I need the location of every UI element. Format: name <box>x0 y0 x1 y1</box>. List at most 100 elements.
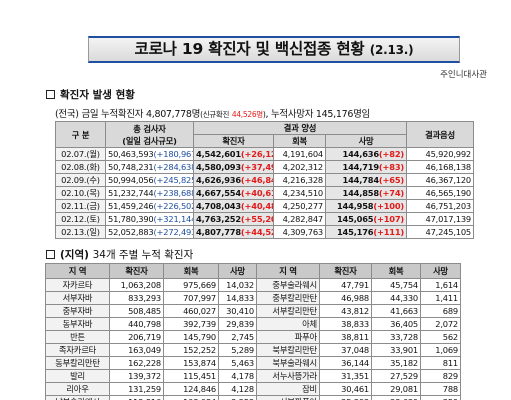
region-deaths: 30,410 <box>218 304 257 318</box>
trend-confirmed-total: 4,580,093 <box>196 162 241 172</box>
regional-row: 서부자바 833,293 707,997 14,833 중부칼리만탄 46,988 44,3… <box>45 291 461 305</box>
trend-date: 02.10.(목) <box>55 186 106 200</box>
region-name: 잠비 <box>256 382 320 396</box>
regional-row: 발리 139,372 115,451 4,178 서누사뜽가라 31,351 27,529 8… <box>45 369 461 383</box>
section-confirmed-heading: 확진자 발생 현황 <box>46 87 135 102</box>
region-name: 동부칼리만탄 <box>45 356 110 370</box>
region-deaths: 359 <box>420 395 461 400</box>
trend-deaths-total: 144,958 <box>336 201 374 211</box>
trend-deaths: 145,176(+111) <box>324 225 408 239</box>
regional-col-header: 회복 <box>163 263 219 279</box>
trend-tests: 50,748,231(+284,638) <box>105 160 194 174</box>
regional-col-header: 사망 <box>420 263 461 279</box>
trend-row: 02.07.(월)50,463,593(+180,967)4,542,601(+… <box>55 147 475 161</box>
summary-deaths: 145,176명 <box>315 109 362 120</box>
trend-recovered: 4,191,604 <box>273 147 326 161</box>
region-confirmed: 46,988 <box>319 291 372 305</box>
trend-confirmed-new: (+40,618) <box>240 188 273 198</box>
trend-date: 02.13.(일) <box>55 225 106 239</box>
trend-date: 02.12.(토) <box>55 212 106 226</box>
region-name: 파푸아 <box>256 330 320 344</box>
regional-row: 동부칼리만탄 162,228 153,874 5,463 북부술라웨시 36,144 35,… <box>45 356 461 370</box>
section-confirmed-label: 확진자 발생 현황 <box>60 89 135 101</box>
region-recovered: 41,663 <box>371 304 421 318</box>
trend-tests-total: 51,780,390 <box>108 214 154 224</box>
trend-tests: 51,459,246(+226,502) <box>105 199 194 213</box>
trend-deaths: 144,784(+65) <box>324 173 408 187</box>
trend-negative: 46,367,120 <box>406 173 475 187</box>
trend-confirmed-new: (+40,489) <box>240 201 273 211</box>
region-deaths: 829 <box>420 369 461 383</box>
trend-deaths-new: (+82) <box>378 149 405 159</box>
region-name: 리아우 <box>45 382 110 396</box>
region-name: 중부자바 <box>45 304 110 318</box>
summary-total: 4,807,778명 <box>145 109 201 120</box>
region-recovered: 145,790 <box>163 330 219 344</box>
region-recovered: 392,739 <box>163 317 219 331</box>
summary-new-close: ) <box>262 110 266 119</box>
region-recovered: 27,529 <box>371 369 421 383</box>
region-deaths: 5,289 <box>218 343 257 357</box>
region-recovered: 108,084 <box>163 395 219 400</box>
col-tests-label: 총 검사자 <box>133 123 166 134</box>
trend-confirmed-total: 4,626,936 <box>196 175 241 185</box>
regional-row: 동부자바 440,798 392,739 29,839 아체 38,833 36,405 2,… <box>45 317 461 331</box>
trend-row: 02.10.(목)51,232,744(+238,688)4,667,554(+… <box>55 186 475 200</box>
trend-confirmed: 4,580,093(+37,492) <box>193 160 274 174</box>
regional-table: 지 역 확진자 회복 사망 지 역 확진자 회복 사망 자카르타 1,063,208 975,66… <box>45 263 461 400</box>
trend-date: 02.11.(금) <box>55 199 106 213</box>
region-recovered: 33,901 <box>371 343 421 357</box>
col-deaths: 사망 <box>324 134 408 148</box>
trend-tests-total: 51,232,744 <box>108 188 154 198</box>
region-recovered: 153,874 <box>163 356 219 370</box>
region-deaths: 811 <box>420 356 461 370</box>
trend-tests-total: 50,748,231 <box>108 162 154 172</box>
region-deaths: 1,614 <box>420 278 461 292</box>
regional-col-header: 확진자 <box>319 263 372 279</box>
trend-deaths: 144,958(+100) <box>324 199 408 213</box>
region-name: 발리 <box>45 369 110 383</box>
region-deaths: 2,072 <box>420 317 461 331</box>
region-confirmed: 163,049 <box>109 343 164 357</box>
trend-tests-new: (+321,144) <box>153 214 193 224</box>
region-confirmed: 131,259 <box>109 382 164 396</box>
trend-negative: 46,168,138 <box>406 160 475 174</box>
checkbox-square-icon <box>46 90 55 99</box>
trend-deaths-total: 145,176 <box>336 227 374 237</box>
trend-deaths-total: 144,719 <box>342 162 380 172</box>
region-confirmed: 206,719 <box>109 330 164 344</box>
summary-new-open: (신규확진 <box>200 110 230 119</box>
region-recovered: 33,728 <box>371 330 421 344</box>
region-deaths: 5,463 <box>218 356 257 370</box>
trend-tests-new: (+272,493) <box>153 227 193 237</box>
summary-prefix: (전국) <box>55 109 79 120</box>
trend-confirmed: 4,763,252(+55,209) <box>193 212 274 226</box>
regional-row: 리아우 131,259 124,846 4,128 잠비 30,461 29,081 788 <box>45 382 461 396</box>
region-confirmed: 37,048 <box>319 343 372 357</box>
region-recovered: 115,451 <box>163 369 219 383</box>
trend-confirmed-new: (+44,526) <box>240 227 273 237</box>
region-confirmed: 43,812 <box>319 304 372 318</box>
col-results-group: 결과 양성 <box>192 121 408 135</box>
trend-tests: 51,780,390(+321,144) <box>105 212 194 226</box>
region-deaths: 562 <box>420 330 461 344</box>
region-confirmed: 47,791 <box>319 278 372 292</box>
trend-confirmed-total: 4,807,778 <box>196 227 241 237</box>
region-deaths: 4,178 <box>218 369 257 383</box>
trend-recovered: 4,234,510 <box>273 186 326 200</box>
national-trend-table: 구 분 총 검사자 (일일 검사규모) 결과 양성 결과음성 확진자 회복 사망… <box>55 121 475 239</box>
title-main: 코로나 19 확진자 및 백신접종 현황 <box>134 40 365 58</box>
regional-col-header: 지 역 <box>256 263 320 279</box>
region-confirmed: 38,811 <box>319 330 372 344</box>
trend-tests-new: (+180,967) <box>153 149 193 159</box>
embassy-name: 주인니대사관 <box>440 70 487 80</box>
trend-deaths-new: (+100) <box>373 201 405 211</box>
regional-row: 중부자바 508,485 460,027 30,410 서부칼리만탄 43,812 41,6… <box>45 304 461 318</box>
region-recovered: 36,405 <box>371 317 421 331</box>
regional-col-header: 회복 <box>371 263 421 279</box>
trend-negative: 47,245,105 <box>406 225 475 239</box>
trend-row: 02.12.(토)51,780,390(+321,144)4,763,252(+… <box>55 212 475 226</box>
trend-deaths: 144,636(+82) <box>324 147 408 161</box>
region-recovered: 152,252 <box>163 343 219 357</box>
section-region-prefix: (지역) <box>60 249 89 261</box>
